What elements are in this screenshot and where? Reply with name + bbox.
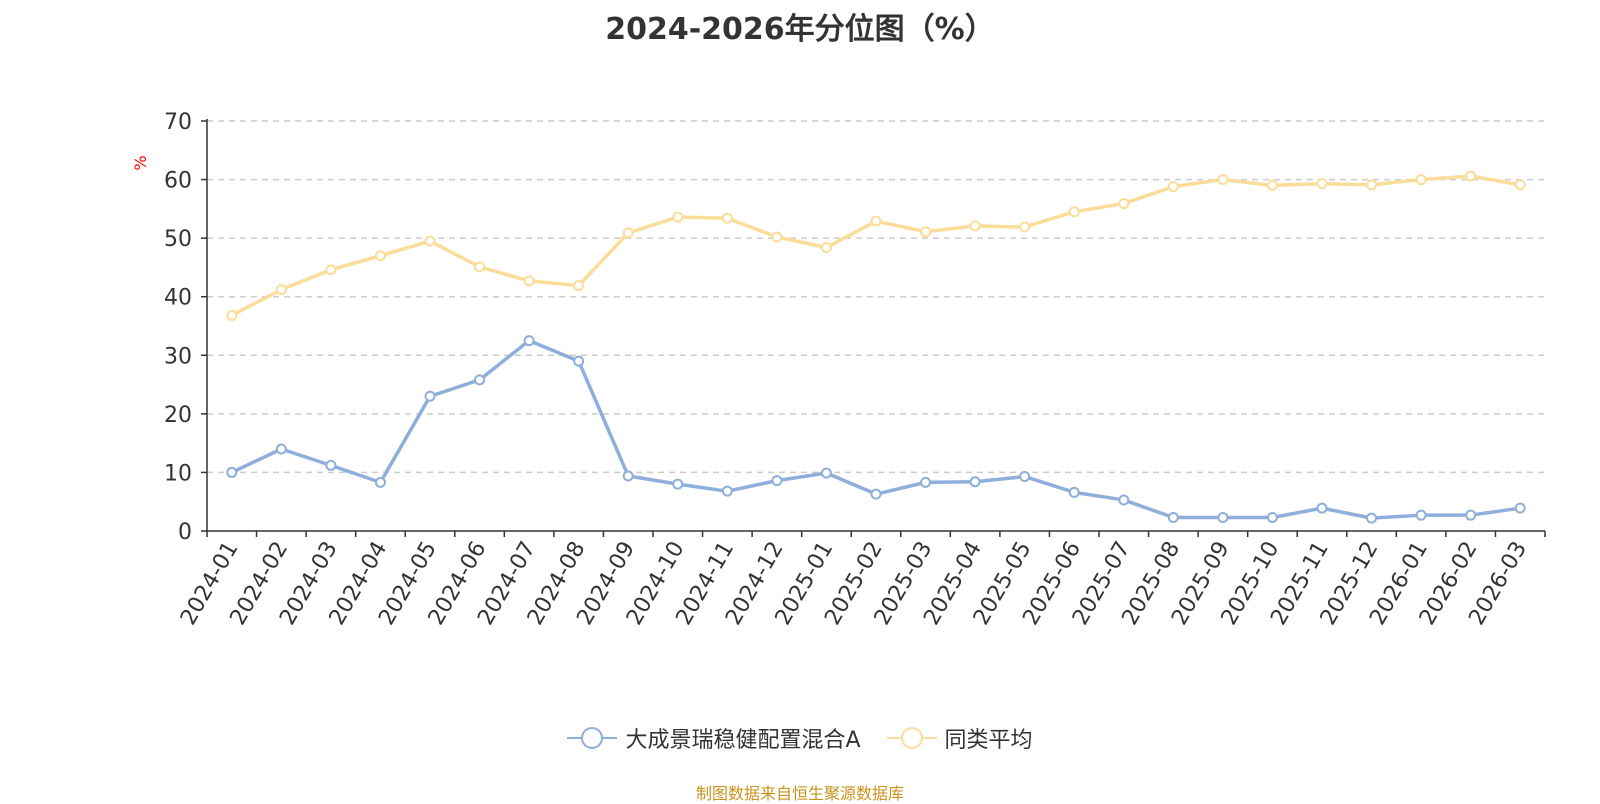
legend: 大成景瑞稳健配置混合A 同类平均 — [0, 722, 1600, 754]
data-point-series-2[interactable] — [870, 215, 882, 227]
data-point-series-2[interactable] — [226, 309, 238, 321]
data-point-series-2[interactable] — [771, 231, 783, 243]
legend-marker-series-1 — [567, 727, 618, 749]
data-point-series-2[interactable] — [573, 280, 585, 292]
data-point-series-2[interactable] — [1068, 206, 1080, 218]
y-axis-label: % — [131, 155, 150, 170]
data-point-series-1[interactable] — [1316, 502, 1328, 514]
grid-lines — [207, 120, 1545, 474]
data-point-series-1[interactable] — [820, 467, 832, 479]
data-point-series-1[interactable] — [474, 374, 486, 386]
data-point-series-1[interactable] — [920, 476, 932, 488]
data-point-series-1[interactable] — [325, 459, 337, 471]
data-point-series-1[interactable] — [1217, 512, 1229, 524]
data-point-series-2[interactable] — [622, 227, 634, 239]
data-point-series-1[interactable] — [771, 475, 783, 487]
data-source-note: 制图数据来自恒生聚源数据库 — [695, 784, 904, 803]
data-point-series-2[interactable] — [1019, 221, 1031, 233]
y-tick-label: 70 — [164, 110, 192, 135]
data-point-series-2[interactable] — [1465, 170, 1477, 182]
data-point-series-1[interactable] — [1514, 502, 1526, 514]
data-point-series-2[interactable] — [1316, 178, 1328, 190]
data-point-series-1[interactable] — [424, 390, 436, 402]
data-point-series-2[interactable] — [1366, 179, 1378, 191]
data-point-series-2[interactable] — [474, 261, 486, 273]
data-point-series-1[interactable] — [672, 478, 684, 490]
data-point-series-1[interactable] — [374, 476, 386, 488]
data-point-series-2[interactable] — [1217, 174, 1229, 186]
data-point-series-1[interactable] — [1266, 512, 1278, 524]
y-tick-label: 50 — [164, 227, 192, 252]
y-tick-label: 40 — [164, 286, 192, 311]
data-point-series-2[interactable] — [523, 275, 535, 287]
data-point-series-1[interactable] — [1366, 512, 1378, 524]
data-point-series-2[interactable] — [920, 226, 932, 238]
data-point-series-2[interactable] — [325, 264, 337, 276]
data-point-series-2[interactable] — [672, 211, 684, 223]
data-point-series-1[interactable] — [622, 470, 634, 482]
data-point-series-2[interactable] — [1167, 181, 1179, 193]
data-point-series-1[interactable] — [1465, 509, 1477, 521]
data-point-series-1[interactable] — [573, 355, 585, 367]
legend-item-series-1[interactable]: 大成景瑞稳健配置混合A — [567, 722, 861, 754]
data-point-series-2[interactable] — [721, 212, 733, 224]
data-point-series-1[interactable] — [226, 466, 238, 478]
legend-label-series-2: 同类平均 — [944, 728, 1033, 753]
y-tick-label: 10 — [164, 461, 192, 486]
legend-label-series-1: 大成景瑞稳健配置混合A — [625, 728, 861, 753]
data-point-series-2[interactable] — [424, 235, 436, 247]
y-tick-label: 0 — [178, 520, 192, 545]
data-point-series-1[interactable] — [1118, 494, 1130, 506]
legend-marker-series-2 — [886, 727, 937, 749]
y-tick-labels: 0 10 20 30 40 50 60 70 — [164, 110, 192, 545]
data-point-series-1[interactable] — [1167, 512, 1179, 524]
series-lines — [226, 170, 1526, 524]
data-point-series-2[interactable] — [1415, 174, 1427, 186]
data-point-series-2[interactable] — [969, 220, 981, 232]
data-point-series-2[interactable] — [275, 284, 287, 296]
data-point-series-2[interactable] — [1514, 179, 1526, 191]
data-point-series-1[interactable] — [969, 476, 981, 488]
data-point-series-2[interactable] — [1118, 198, 1130, 210]
data-point-series-2[interactable] — [820, 242, 832, 254]
series-line-2 — [230, 174, 1521, 318]
data-point-series-1[interactable] — [870, 488, 882, 500]
data-point-series-1[interactable] — [523, 335, 535, 347]
data-point-series-1[interactable] — [275, 443, 287, 455]
data-point-series-1[interactable] — [1019, 471, 1031, 483]
data-point-series-1[interactable] — [1068, 486, 1080, 498]
legend-item-series-2[interactable]: 同类平均 — [886, 722, 1033, 754]
data-point-series-1[interactable] — [721, 485, 733, 497]
chart-title: 2024-2026年分位图（%） — [605, 12, 995, 47]
y-tick-label: 20 — [164, 403, 192, 428]
axes — [201, 119, 1546, 537]
data-point-series-2[interactable] — [1266, 179, 1278, 191]
y-tick-label: 60 — [164, 169, 192, 194]
data-point-series-2[interactable] — [374, 250, 386, 262]
y-tick-label: 30 — [164, 344, 192, 369]
x-tick-labels: 2024-012024-022024-032024-042024-052024-… — [176, 537, 1532, 629]
data-point-series-1[interactable] — [1415, 509, 1427, 521]
